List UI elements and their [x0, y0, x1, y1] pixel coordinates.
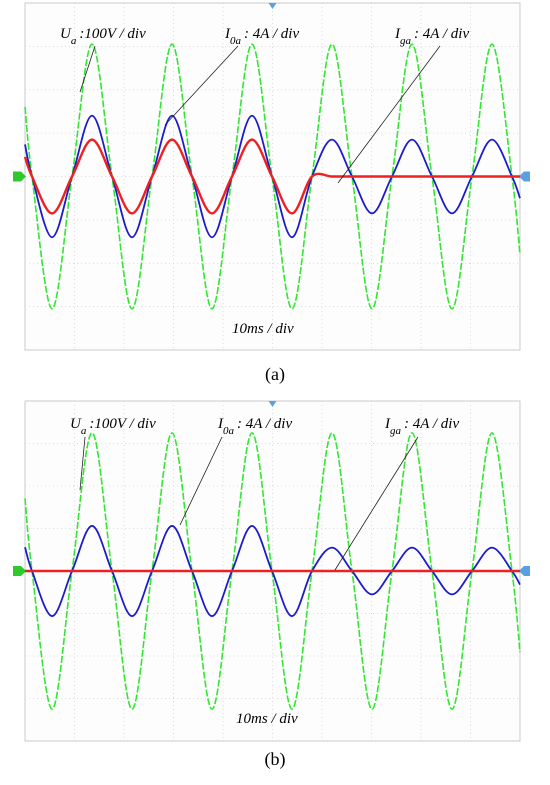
annotation: Ua:100V / div	[60, 26, 146, 47]
annotation-subscript: 0a	[230, 35, 242, 47]
annotation: I0a: 4A / div	[217, 416, 292, 437]
waveform	[24, 43, 521, 310]
leader-line	[337, 45, 441, 184]
annotation-symbol: I	[384, 416, 391, 432]
trigger-marker	[268, 401, 277, 407]
channel-marker	[13, 566, 26, 576]
annotation: I0a: 4A / div	[224, 26, 299, 47]
annotation-scale: : 4A / div	[237, 416, 292, 432]
leader-line	[164, 45, 239, 126]
annotation-subscript: 0a	[223, 425, 235, 437]
leader-line	[334, 436, 419, 571]
annotation: Iga: 4A / div	[394, 26, 469, 47]
annotation-scale: : 4A / div	[414, 26, 469, 42]
annotation-symbol: U	[60, 26, 72, 42]
waveform	[23, 138, 520, 215]
caption: (b)	[265, 749, 286, 770]
annotation-scale: :100V / div	[79, 26, 146, 42]
annotation-symbol: I	[394, 26, 401, 42]
leader-line	[79, 45, 96, 93]
level-marker	[519, 171, 530, 182]
annotation-scale: :100V / div	[89, 416, 156, 432]
leader-line	[179, 436, 223, 526]
annotation-subscript: ga	[390, 425, 402, 437]
annotation-symbol: I	[217, 416, 224, 432]
timebase: 10ms / div	[232, 321, 294, 337]
annotation-subscript: a	[81, 425, 87, 437]
annotation: Iga: 4A / div	[384, 416, 459, 437]
annotation-subscript: ga	[400, 35, 412, 47]
annotation-scale: : 4A / div	[244, 26, 299, 42]
annotation-subscript: a	[71, 35, 77, 47]
leader-line	[79, 436, 86, 491]
waveform	[24, 114, 521, 239]
channel-marker	[13, 171, 26, 182]
trigger-marker	[268, 3, 277, 9]
annotation-symbol: I	[224, 26, 231, 42]
annotation-symbol: U	[70, 416, 82, 432]
level-marker	[519, 566, 530, 576]
timebase: 10ms / div	[236, 711, 298, 727]
annotation-scale: : 4A / div	[404, 416, 459, 432]
annotation: Ua:100V / div	[70, 416, 156, 437]
caption: (a)	[265, 364, 285, 385]
